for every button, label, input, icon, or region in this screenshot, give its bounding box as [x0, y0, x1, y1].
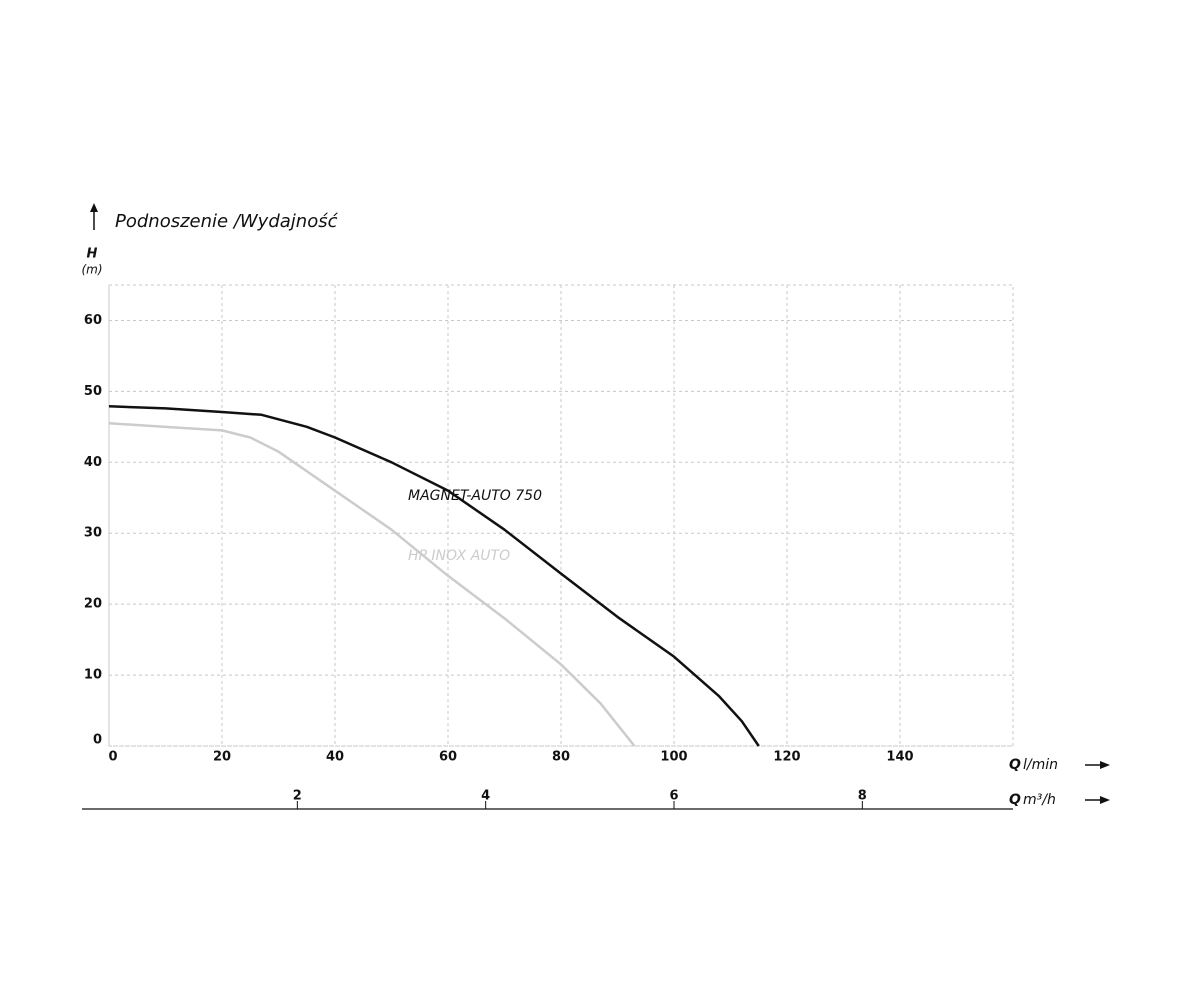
- x-tick-label: 80: [552, 750, 570, 765]
- x-tick-label: 0: [108, 750, 117, 765]
- y-tick-label: 40: [84, 455, 102, 470]
- y-tick-label: 0: [93, 733, 102, 748]
- x-tick-label: 140: [886, 750, 913, 765]
- series-label: HP INOX AUTO: [408, 548, 510, 564]
- x-tick-label: 120: [773, 750, 800, 765]
- x2-tick-label: 2: [293, 789, 302, 804]
- series-label: MAGNET-AUTO 750: [408, 488, 542, 504]
- x2-tick-label: 8: [858, 789, 867, 804]
- x-tick-label: 60: [439, 750, 457, 765]
- x-tick-label: 100: [660, 750, 687, 765]
- y-tick-label: 60: [84, 313, 102, 328]
- y-axis-unit: (m): [81, 263, 102, 277]
- arrow-head: [1100, 761, 1110, 769]
- y-tick-label: 20: [84, 597, 102, 612]
- y-tick-label: 50: [84, 384, 102, 399]
- x-tick-label: 20: [213, 750, 231, 765]
- x-axis-symbol: Q: [1009, 757, 1021, 773]
- arrow-head: [90, 203, 98, 212]
- arrow-head: [1100, 796, 1110, 804]
- y-axis-symbol: H: [87, 247, 98, 262]
- x-axis-unit: l/min: [1023, 757, 1058, 773]
- series-line: [108, 405, 760, 747]
- x2-axis-symbol: Q: [1009, 792, 1021, 808]
- x2-tick-label: 4: [481, 789, 490, 804]
- chart-title: Podnoszenie /Wydajność: [115, 211, 339, 232]
- x-tick-label: 40: [326, 750, 344, 765]
- x2-axis-unit: m³/h: [1023, 792, 1056, 808]
- y-tick-label: 10: [84, 668, 102, 683]
- x2-tick-label: 6: [669, 789, 678, 804]
- series-line: [108, 422, 636, 747]
- y-tick-label: 30: [84, 526, 102, 541]
